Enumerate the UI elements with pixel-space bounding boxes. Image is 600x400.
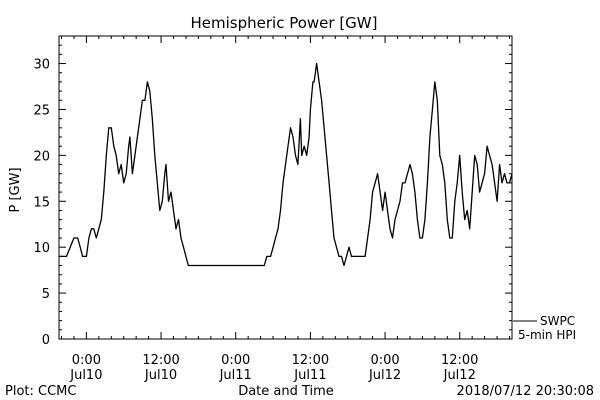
x-axis-label: Date and Time (238, 384, 334, 399)
x-tick-label-time: 0:00 (72, 353, 101, 368)
x-tick-label-date: Jul10 (69, 368, 102, 383)
y-tick-label: 5 (42, 287, 50, 302)
y-tick-label: 30 (33, 58, 50, 73)
plot-timestamp: 2018/07/12 20:30:08 (457, 384, 594, 399)
axes-group: 0510152025300:00Jul1012:00Jul100:00Jul11… (33, 35, 513, 383)
plot-credit: Plot: CCMC (5, 384, 76, 399)
chart-title: Hemispheric Power [GW] (191, 14, 378, 32)
y-tick-label: 0 (42, 333, 50, 348)
legend-label-line1: SWPC (540, 314, 575, 328)
x-tick-label-time: 0:00 (370, 353, 399, 368)
y-tick-label: 15 (33, 195, 50, 210)
x-tick-label-time: 12:00 (142, 353, 179, 368)
y-tick-label: 25 (33, 103, 50, 118)
y-axis-label: P [GW] (8, 167, 23, 212)
legend-label-line2: 5-min HPI (518, 328, 576, 342)
x-tick-label-time: 12:00 (292, 353, 329, 368)
y-tick-label: 20 (33, 149, 50, 164)
x-tick-label-time: 0:00 (221, 353, 250, 368)
y-tick-label: 10 (33, 241, 50, 256)
plot-frame (58, 35, 513, 340)
x-tick-label-date: Jul10 (144, 368, 177, 383)
series-group (59, 62, 513, 267)
x-tick-label-date: Jul12 (368, 368, 401, 383)
series-line-hpi (59, 62, 513, 267)
x-tick-label-date: Jul11 (293, 368, 326, 383)
x-tick-label-date: Jul11 (219, 368, 252, 383)
x-tick-label-date: Jul12 (443, 368, 476, 383)
x-tick-label-time: 12:00 (441, 353, 478, 368)
